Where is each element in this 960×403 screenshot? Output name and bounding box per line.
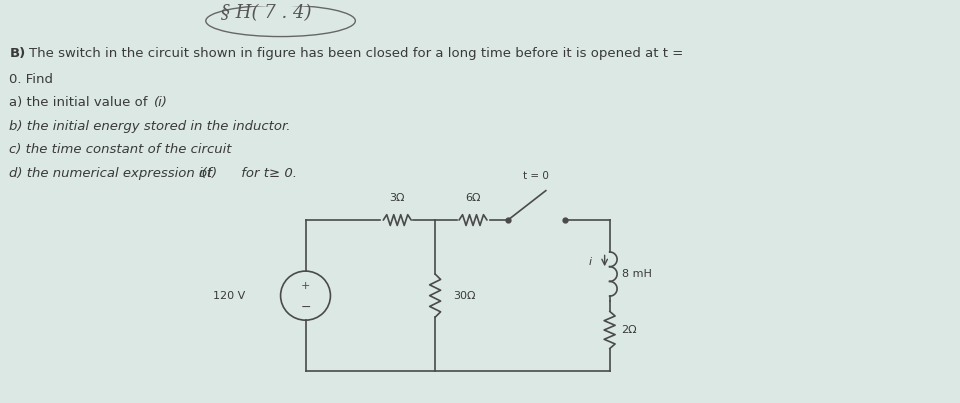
Text: d) the numerical expression of: d) the numerical expression of [10,167,216,180]
Text: b) the initial energy stored in the inductor.: b) the initial energy stored in the indu… [10,120,291,133]
Text: 2Ω: 2Ω [621,325,637,335]
Text: 8 mH: 8 mH [621,269,652,279]
Text: +: + [300,281,310,291]
Text: 0. Find: 0. Find [10,73,54,86]
Text: t = 0: t = 0 [523,171,549,181]
Text: 3Ω: 3Ω [390,193,405,204]
Text: B): B) [10,47,26,60]
Text: 120 V: 120 V [213,291,246,301]
Text: 30Ω: 30Ω [453,291,475,301]
Text: for t≥ 0.: for t≥ 0. [237,167,297,180]
Text: The switch in the circuit shown in figure has been closed for a long time before: The switch in the circuit shown in figur… [30,47,684,60]
Text: −: − [300,301,311,314]
Text: a) the initial value of: a) the initial value of [10,96,152,109]
Text: 6Ω: 6Ω [466,193,481,204]
Text: § H( 7 . 4): § H( 7 . 4) [221,4,311,22]
Text: i(t): i(t) [199,167,218,180]
Text: i: i [588,257,591,267]
Text: c) the time constant of the circuit: c) the time constant of the circuit [10,143,232,156]
Text: (i): (i) [154,96,168,109]
